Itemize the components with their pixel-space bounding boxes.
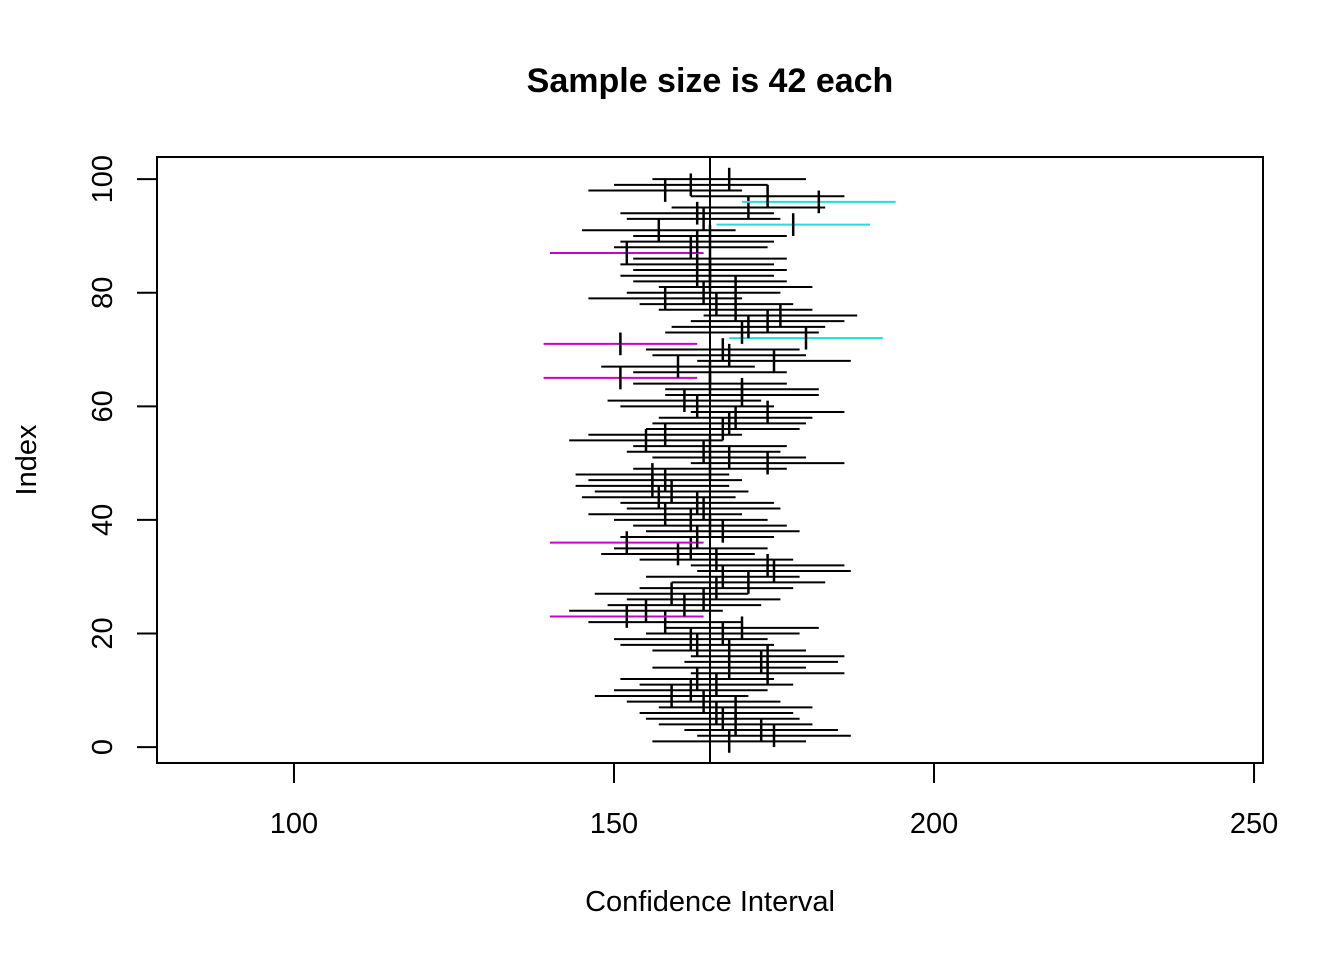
x-tick-label: 100 (270, 808, 318, 840)
x-axis-label: Confidence Interval (585, 886, 835, 918)
chart-title: Sample size is 42 each (527, 62, 894, 100)
y-tick-label: 0 (87, 739, 119, 755)
x-tick-label: 200 (910, 808, 958, 840)
y-tick-label: 40 (87, 504, 119, 536)
y-tick-label: 20 (87, 617, 119, 649)
intervals-layer (543, 157, 896, 763)
x-axis: 100 150 200 250 (270, 762, 1278, 840)
y-tick-label: 80 (87, 277, 119, 309)
x-tick-label: 150 (590, 808, 638, 840)
y-tick-label: 100 (87, 155, 119, 203)
y-axis: 0 20 40 60 80 100 (87, 155, 158, 755)
x-tick-label: 250 (1230, 808, 1278, 840)
y-axis-label: Index (11, 424, 43, 495)
y-tick-label: 60 (87, 390, 119, 422)
